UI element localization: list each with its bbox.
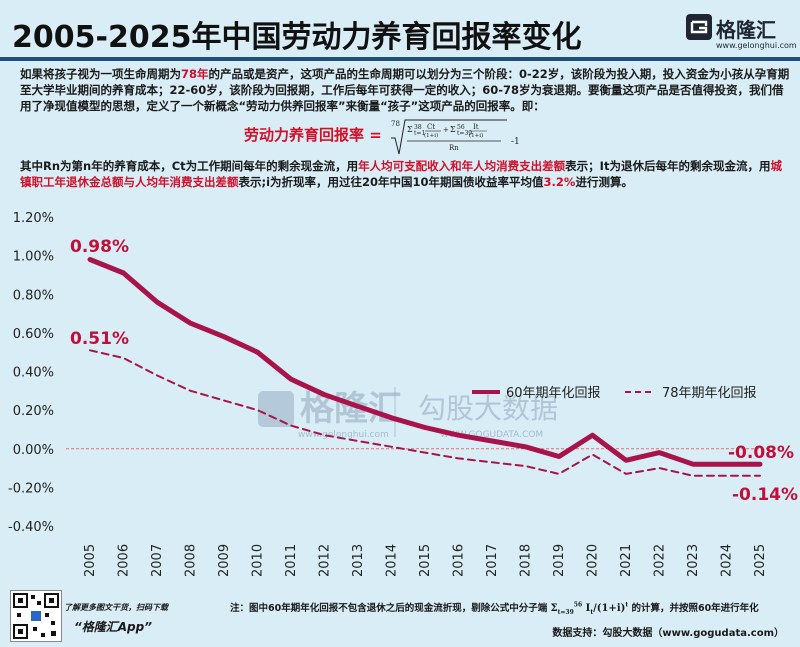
legend: 60年期年化回报 78年期年化回报 [472,386,757,401]
footer-note-text-b: 的计算，并按照60年进行年化 [631,603,759,614]
x-tick-label: 2012 [318,544,333,577]
x-tick-label: 2007 [150,544,165,577]
method-text-d: 进行测算。 [575,175,633,189]
x-tick-label: 2014 [385,544,400,577]
y-tick-label: 0.80% [13,288,54,303]
svg-text:Σ: Σ [450,125,456,134]
svg-text:56: 56 [457,124,465,131]
footer-note-formula: Σt=3956 It/(1+i)t [550,601,629,616]
y-tick-label: 0.00% [13,443,54,458]
logo-url: www.gelonghui.com [716,41,797,50]
page-title: 2005-2025年中国劳动力养育回报率变化 [12,20,582,55]
x-tick-label: 2018 [519,544,534,577]
watermark-data-url: WWW.GOGUDATA.COM [440,430,543,440]
x-axis-labels: 2005 2006 2007 2008 2009 2010 2011 2012 2013 2014… [83,544,768,577]
svg-text:Ct: Ct [427,123,435,131]
x-tick-label: 2013 [351,544,366,577]
method-highlight-1: 年人均可支配收入和年人均消费支出差额 [358,159,566,173]
series-layer [87,257,763,477]
x-tick-label: 2020 [586,544,601,577]
svg-text:Σ: Σ [407,125,413,134]
svg-text:-1: -1 [511,137,520,147]
intro-highlight-78: 78年 [181,67,209,81]
data-source: 数据支持：勾股大数据（www.gogudata.com） [552,628,784,639]
x-tick-label: 2009 [217,544,232,577]
svg-text:t=39: t=39 [457,130,472,137]
svg-text:38: 38 [414,124,422,131]
logo-icon [686,14,712,40]
series-line-60-year [87,257,763,467]
x-tick-label: 2019 [552,544,567,577]
x-tick-label: 2025 [753,544,768,577]
formula-graphic: 78 Σ 38 t=1 Ct (1+i) + Σ 56 t=39 It (1+i… [391,119,520,155]
annotation-0-98: 0.98% [70,237,129,257]
legend-label-60: 60年期年化回报 [506,386,601,401]
method-paragraph: 其中Rn为第n年的养育成本，Ct为工作期间每年的剩余现金流，用年人均可支配收入和… [20,158,790,190]
intro-text-b: 的产品或是资产，这项产品的生命周期可以划分为三个阶段：0-22岁，该阶段为投入期… [20,67,790,113]
y-tick-label: 1.00% [13,250,54,265]
footer-note-text-a: 注：图中60年期年化回报不包含退休之后的现金流折现，剔除公式中分子端 [230,603,548,614]
method-text-b: 表示；It为退休后每年的剩余现金流，用 [565,159,771,173]
annotation-0-51: 0.51% [70,329,129,349]
watermark-brand-url: www.gelonghui.com [298,430,389,440]
x-tick-label: 2015 [418,544,433,577]
qr-code [10,590,62,642]
svg-text:78: 78 [391,120,400,128]
x-tick-label: 2024 [720,544,735,577]
intro-text-a: 如果将孩子视为一项生命周期为 [20,67,181,81]
y-tick-label: 0.40% [13,366,54,381]
x-tick-label: 2006 [117,544,132,577]
svg-text:+: + [443,126,449,134]
svg-text:(1+i): (1+i) [469,132,483,139]
method-highlight-rate: 3.2% [543,175,576,189]
brand-logo: 格隆汇 www.gelonghui.com [686,10,797,54]
logo-name: 格隆汇 [716,18,776,42]
x-tick-label: 2023 [686,544,701,577]
footer-note: 注：图中60年期年化回报不包含退休之后的现金流折现，剔除公式中分子端 Σt=39… [230,600,759,616]
annotation-neg-0-14: -0.14% [732,485,798,505]
x-tick-label: 2008 [184,544,199,577]
method-highlight-2: 城镇职工年退休金总额与人均年消费支出差额 [20,159,782,189]
x-tick-label: 2005 [83,544,98,577]
x-tick-label: 2022 [653,544,668,577]
qr-app-name: “格隆汇App” [74,620,152,634]
x-tick-label: 2021 [619,544,634,577]
legend-label-78: 78年期年化回报 [662,386,757,401]
watermark-brand: 格隆汇 [300,389,402,429]
y-tick-label: 0.20% [13,404,54,419]
y-tick-label: 1.20% [13,211,54,226]
x-tick-label: 2016 [452,544,467,577]
x-tick-label: 2017 [485,544,500,577]
series-line-78-year [89,349,761,477]
x-tick-label: 2011 [284,544,299,577]
svg-text:t=1: t=1 [414,130,425,137]
y-tick-label: -0.20% [8,481,54,496]
watermark-data-brand: 勾股大数据 [418,392,558,425]
y-tick-label: 0.60% [13,327,54,342]
svg-text:It: It [473,123,479,131]
y-axis-ticks: 1.20% 1.00% 0.80% 0.60% 0.40% 0.20% 0.00% -0.20… [8,211,54,535]
method-text-c: 表示;i为折现率，用过往20年中国10年期国债收益率平均值 [238,175,544,189]
formula-label: 劳动力养育回报率 = [244,126,382,144]
svg-text:Rn: Rn [449,144,459,152]
line-chart: 1.20% 1.00% 0.80% 0.60% 0.40% 0.20% 0.00% -0.20… [8,211,798,577]
svg-text:(1+i): (1+i) [424,132,438,139]
annotation-neg-0-08: -0.08% [728,443,794,463]
y-tick-label: -0.40% [8,520,54,535]
title-divider [0,57,800,61]
x-tick-label: 2010 [251,544,266,577]
method-text-a: 其中Rn为第n年的养育成本，Ct为工作期间每年的剩余现金流，用 [20,159,359,173]
intro-paragraph: 如果将孩子视为一项生命周期为78年的产品或是资产，这项产品的生命周期可以划分为三… [20,66,790,114]
watermark: 格隆汇 www.gelonghui.com 勾股大数据 WWW.GOGUDATA… [258,387,558,440]
formula: 劳动力养育回报率 = 78 Σ 38 t=1 Ct (1+i) + Σ 56 t… [244,118,544,158]
qr-caption: 了解更多图文干货，扫码下载 [64,603,168,612]
watermark-logo-icon [258,391,294,427]
